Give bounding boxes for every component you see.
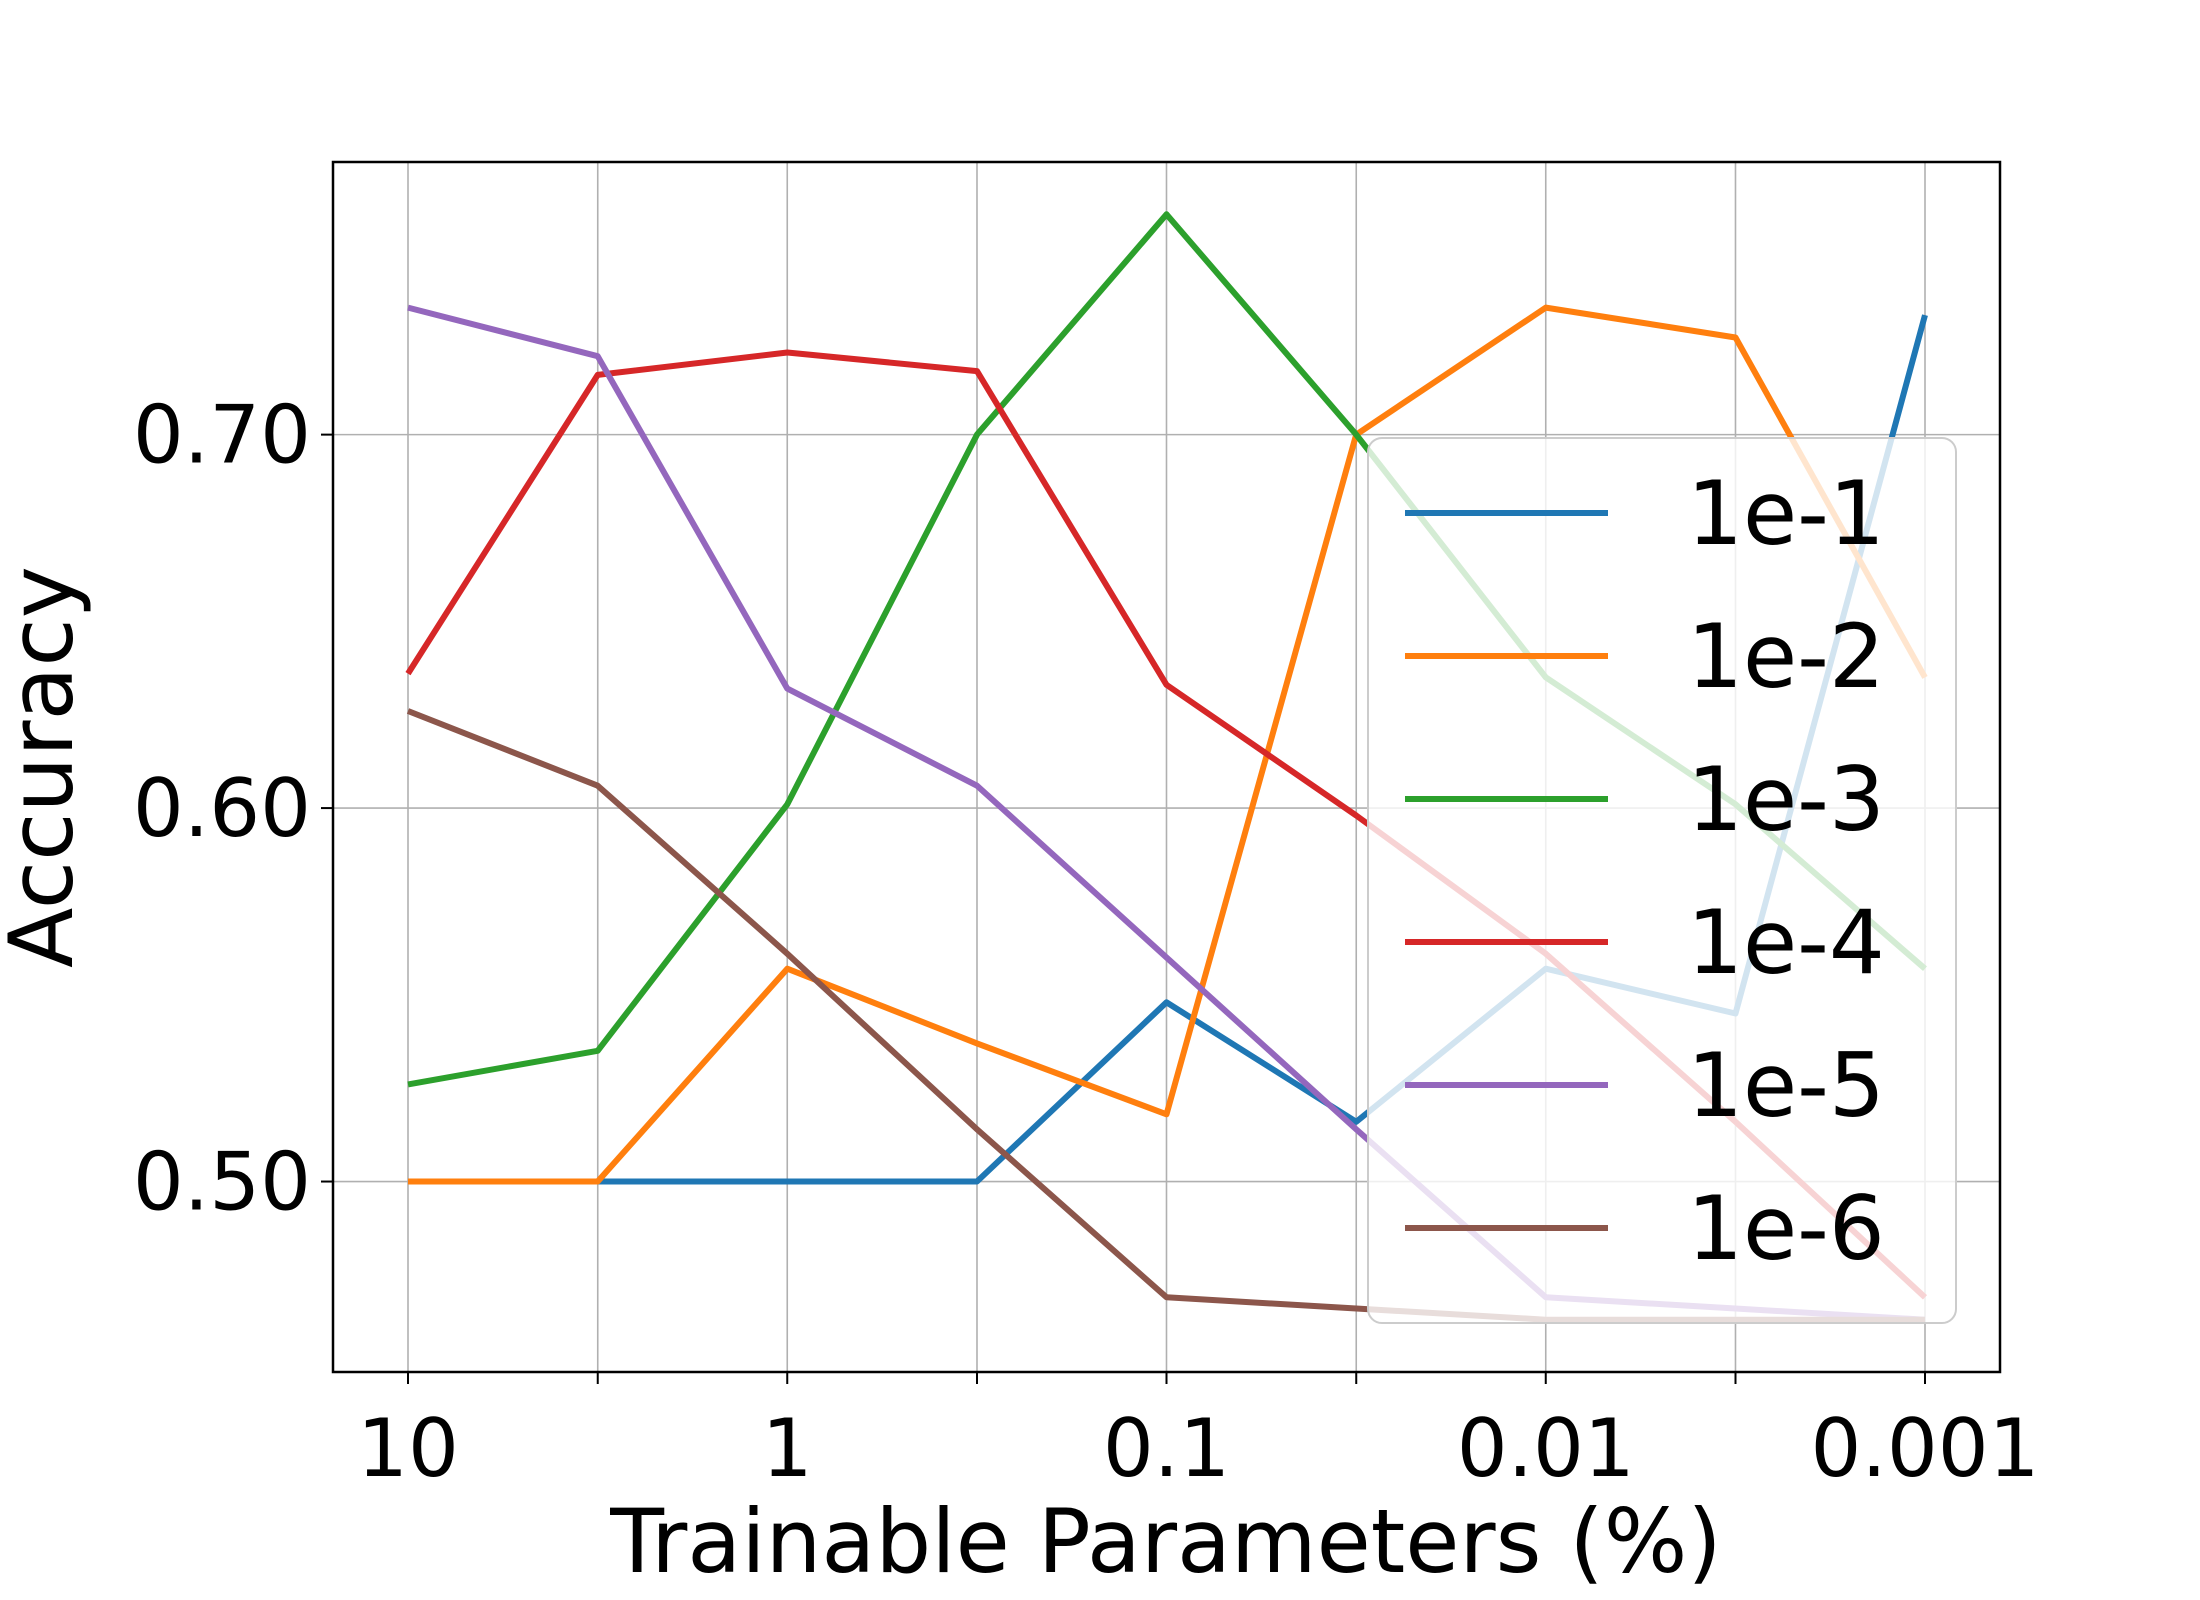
legend: 1e-1 1e-2 1e-3 1e-4 1e-5 1e-6: [1367, 437, 1957, 1324]
series-line-1e-2: [408, 304, 1928, 1185]
x-tick-label: 10: [357, 1402, 459, 1495]
legend-label-1e-1: 1e-1: [1687, 462, 1885, 565]
x-axis-label: Trainable Parameters (%): [609, 1490, 1721, 1593]
legend-label-1e-5: 1e-5: [1687, 1034, 1885, 1137]
x-tick-label: 0.001: [1810, 1402, 2039, 1495]
y-tick-label: 0.60: [133, 762, 311, 855]
legend-box: [1367, 437, 1957, 1324]
x-tick-label: 0.01: [1457, 1402, 1635, 1495]
y-axis-ticks: 0.50 0.60 0.70: [133, 389, 333, 1229]
y-axis-label: Accuracy: [0, 566, 93, 968]
x-tick-label: 0.1: [1103, 1402, 1230, 1495]
x-axis-ticks: 10 1 0.1 0.01 0.001: [357, 1372, 2040, 1495]
legend-label-1e-2: 1e-2: [1687, 605, 1885, 708]
x-tick-label: 1: [762, 1402, 813, 1495]
legend-label-1e-3: 1e-3: [1687, 748, 1885, 851]
y-tick-label: 0.70: [133, 389, 311, 482]
legend-label-1e-6: 1e-6: [1687, 1177, 1885, 1280]
legend-label-1e-4: 1e-4: [1687, 891, 1885, 994]
y-tick-label: 0.50: [133, 1136, 311, 1229]
